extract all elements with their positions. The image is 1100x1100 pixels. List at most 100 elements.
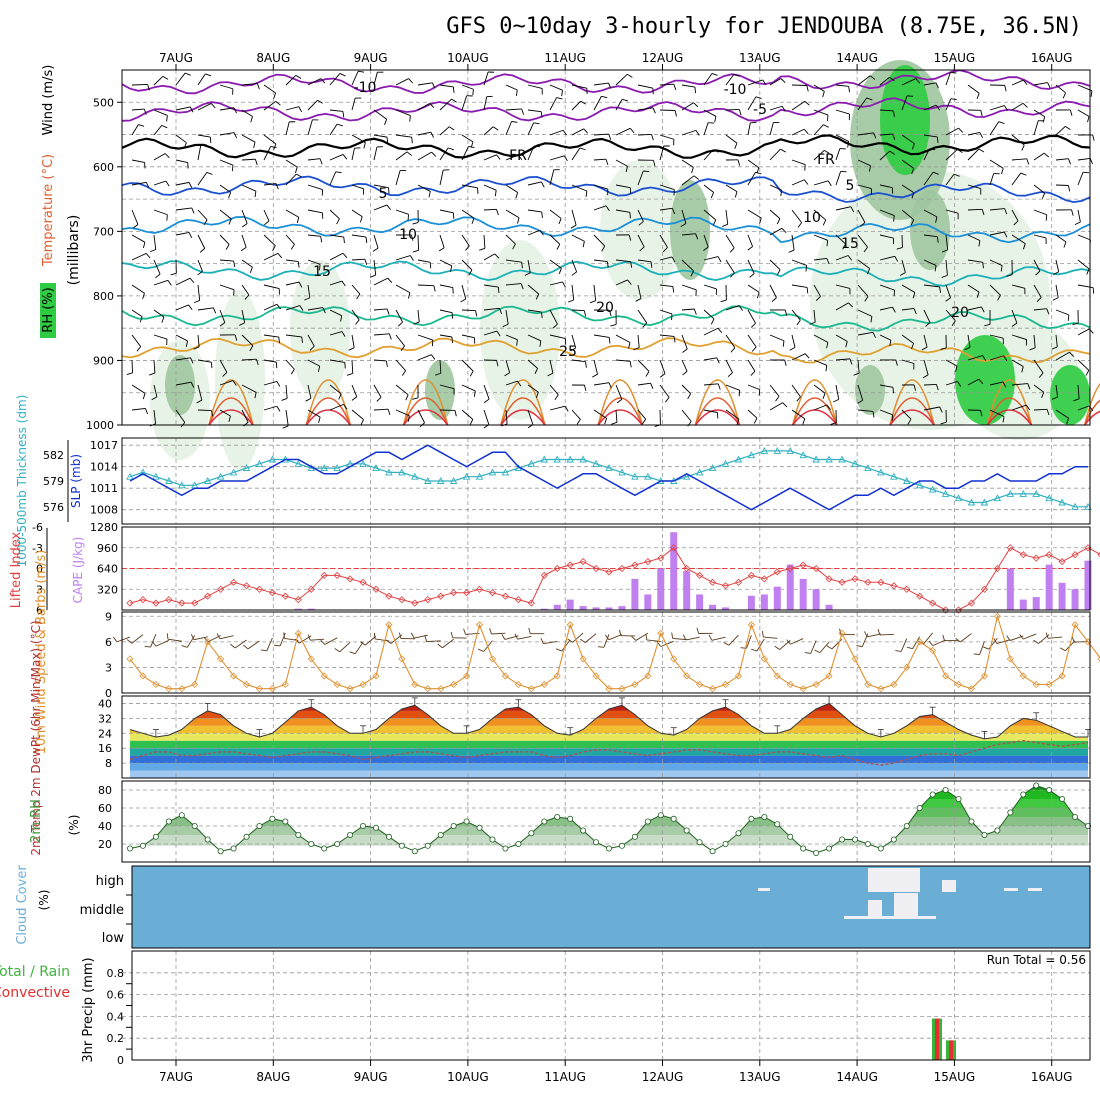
wind-speed-point bbox=[812, 680, 820, 689]
li-point bbox=[242, 582, 251, 590]
wind-barb bbox=[703, 73, 713, 86]
wind-barb bbox=[703, 327, 719, 336]
wind-barb-flag bbox=[616, 398, 623, 404]
wind-barb bbox=[197, 334, 200, 348]
wind-barb-flag bbox=[827, 180, 832, 187]
wind-barb bbox=[461, 184, 478, 189]
thickness-point bbox=[773, 446, 782, 454]
wind-barb bbox=[307, 384, 312, 399]
wind-barb bbox=[1011, 284, 1025, 289]
wind-barb-flag bbox=[270, 145, 277, 149]
cape-bar bbox=[631, 578, 639, 610]
surface-contour bbox=[889, 409, 935, 426]
wind-barb-flag bbox=[365, 236, 368, 244]
wind-barb-flag bbox=[276, 406, 281, 412]
wind-barb-flag bbox=[430, 131, 435, 138]
wind-barb-flag bbox=[1002, 381, 1007, 388]
wind-barb-flag bbox=[225, 244, 230, 250]
cape-bar bbox=[1071, 589, 1079, 610]
wind-barb-flag bbox=[1029, 347, 1036, 351]
wind-barb bbox=[266, 637, 273, 651]
wind-barb-flag bbox=[556, 97, 563, 100]
wind-barb bbox=[527, 284, 540, 295]
wind-barb-flag bbox=[939, 406, 943, 413]
wind-barb bbox=[395, 284, 411, 294]
wind-barb bbox=[153, 209, 168, 216]
wind-barb bbox=[241, 384, 257, 393]
wind-barb bbox=[285, 259, 299, 263]
wind-barb bbox=[483, 384, 490, 400]
li-point bbox=[670, 544, 678, 552]
wind-barb-flag bbox=[815, 296, 821, 301]
wind-barb bbox=[329, 123, 338, 136]
wind-barb-flag bbox=[136, 346, 142, 352]
wind-barb-flag bbox=[998, 121, 1005, 124]
wind-barb-flag bbox=[556, 244, 561, 250]
wind-barb bbox=[791, 100, 806, 111]
cape-axis-label: CAPE (J/kg) bbox=[71, 537, 85, 604]
wind-barb bbox=[923, 284, 940, 288]
wind-barb bbox=[1077, 109, 1090, 117]
precip-axis-label: 3hr Precip (mm) bbox=[81, 957, 96, 1062]
wind-barb bbox=[219, 309, 226, 323]
rh-point bbox=[347, 832, 354, 839]
wind-barb bbox=[593, 133, 609, 136]
wind-barb bbox=[703, 122, 709, 136]
wind-barb-flag bbox=[738, 390, 741, 397]
surface-contour bbox=[792, 379, 838, 426]
wind-barb-flag bbox=[1090, 90, 1093, 97]
cape-bar bbox=[747, 595, 755, 610]
wind-barb-flag bbox=[611, 421, 618, 425]
wind-barb bbox=[571, 309, 585, 312]
rh-legend-swatch bbox=[40, 283, 56, 338]
wind-barb-flag bbox=[911, 143, 915, 150]
wind-barb-flag bbox=[463, 628, 467, 635]
wind-barb-flag bbox=[317, 99, 323, 104]
wind-barb bbox=[373, 72, 378, 86]
rh-shading bbox=[955, 335, 1015, 425]
wind-barb bbox=[219, 635, 234, 640]
wind-barb-flag bbox=[336, 123, 343, 127]
wind-barb-flag bbox=[873, 132, 877, 139]
wind-barb bbox=[901, 284, 916, 293]
wind-barb bbox=[703, 109, 717, 117]
wind-barb-flag bbox=[494, 190, 497, 197]
thickness-point bbox=[618, 468, 626, 476]
wind-barb bbox=[996, 639, 1011, 644]
wind-barb-flag bbox=[895, 359, 898, 366]
thickness-point bbox=[980, 498, 989, 506]
wind-barb-flag bbox=[299, 305, 304, 311]
wind-barb bbox=[549, 169, 555, 186]
wind-barb-flag bbox=[161, 316, 165, 323]
wind-barb-flag bbox=[806, 287, 809, 294]
wind-barb bbox=[932, 639, 946, 647]
precip-tick-label: 0.2 bbox=[107, 1032, 125, 1045]
wind-speed-point bbox=[152, 680, 160, 689]
li-tick-label: 0 bbox=[36, 563, 43, 576]
wind-barb bbox=[989, 231, 1005, 236]
wind-barb bbox=[186, 635, 196, 648]
cloud-patch bbox=[894, 893, 918, 917]
wind-barb bbox=[989, 381, 1004, 386]
wind-barb-flag bbox=[189, 277, 195, 284]
wind-barb bbox=[175, 72, 186, 86]
li-point bbox=[644, 558, 652, 566]
wind-barb-flag bbox=[940, 347, 947, 350]
wind-barb-flag bbox=[170, 272, 177, 276]
wind-barb bbox=[329, 359, 345, 363]
wind-barb-flag bbox=[228, 218, 232, 225]
wind-barb bbox=[791, 159, 806, 166]
wind-barb-flag bbox=[412, 397, 419, 400]
wind-barb bbox=[417, 409, 425, 423]
wind-barb-flag bbox=[504, 372, 510, 377]
wind-barb bbox=[637, 234, 645, 248]
wind-barb bbox=[219, 409, 231, 417]
wind-speed-point bbox=[475, 621, 484, 629]
wind-barb bbox=[747, 309, 756, 324]
wind-barb-flag bbox=[958, 127, 964, 133]
wind-barb-flag bbox=[1069, 109, 1073, 116]
wind-barb-flag bbox=[492, 126, 499, 131]
wind-barb bbox=[659, 384, 670, 398]
wind-speed-point bbox=[903, 663, 911, 671]
wind-barb-flag bbox=[789, 346, 796, 351]
